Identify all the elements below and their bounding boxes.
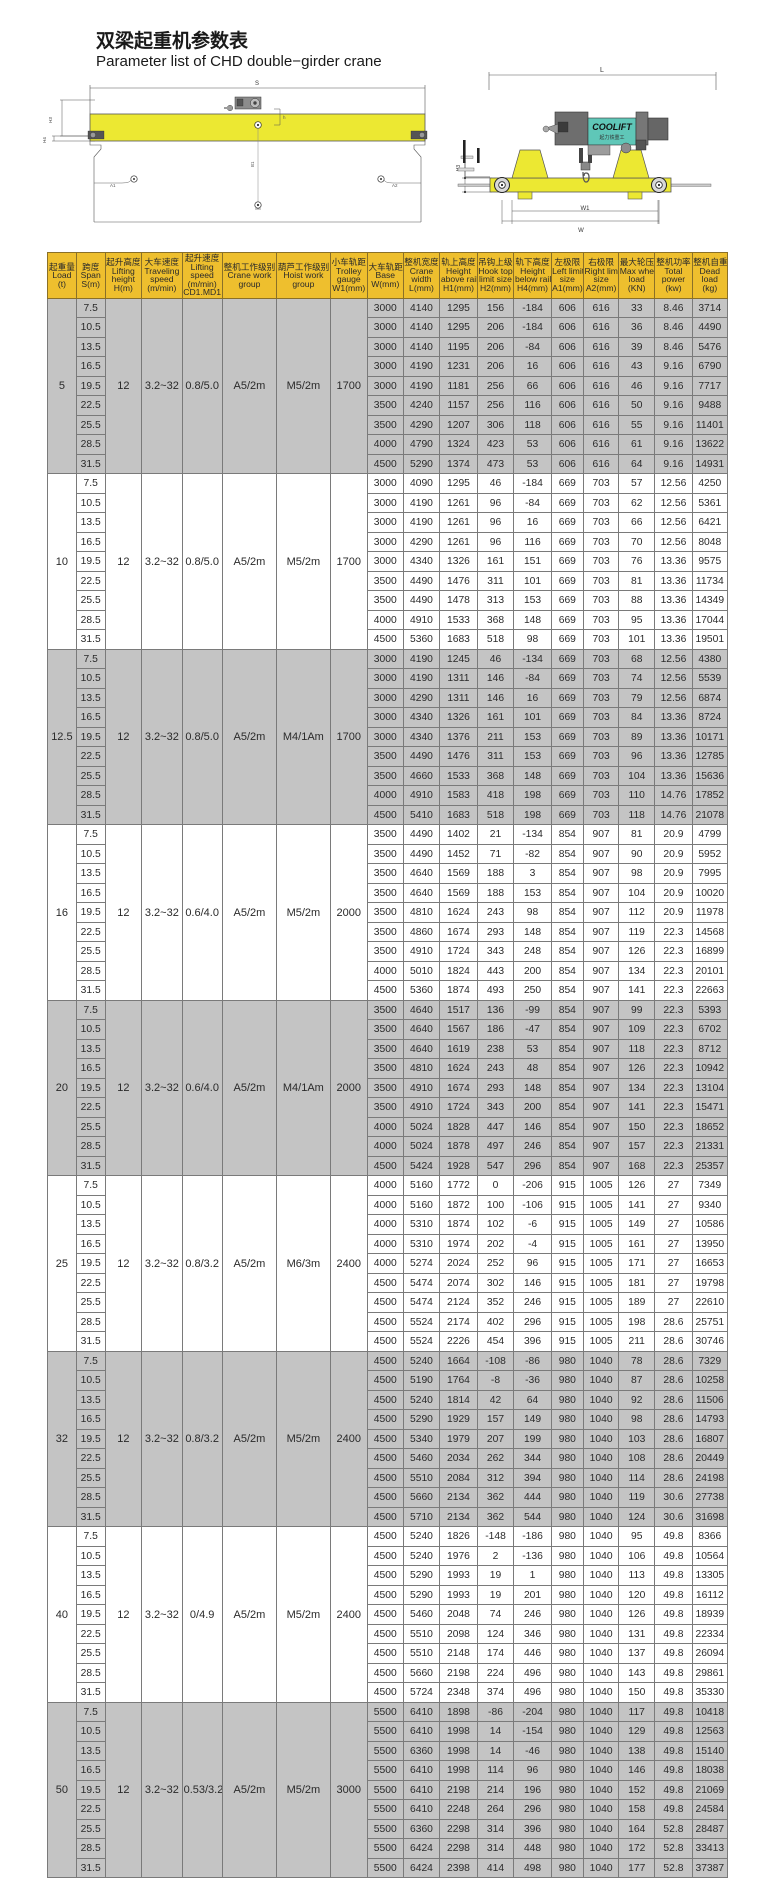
svg-text:H3: H3 bbox=[48, 117, 53, 123]
svg-text:起力铁重工: 起力铁重工 bbox=[599, 134, 624, 141]
svg-text:A2: A2 bbox=[392, 183, 398, 188]
svg-text:H4: H4 bbox=[42, 137, 47, 143]
svg-text:S: S bbox=[255, 81, 259, 87]
svg-text:W: W bbox=[578, 228, 584, 234]
svg-text:COOLIFT: COOLIFT bbox=[592, 122, 633, 132]
svg-text:L: L bbox=[600, 67, 604, 74]
svg-text:A1: A1 bbox=[110, 183, 116, 188]
svg-text:B1: B1 bbox=[250, 161, 255, 167]
svg-text:W1: W1 bbox=[581, 206, 591, 212]
